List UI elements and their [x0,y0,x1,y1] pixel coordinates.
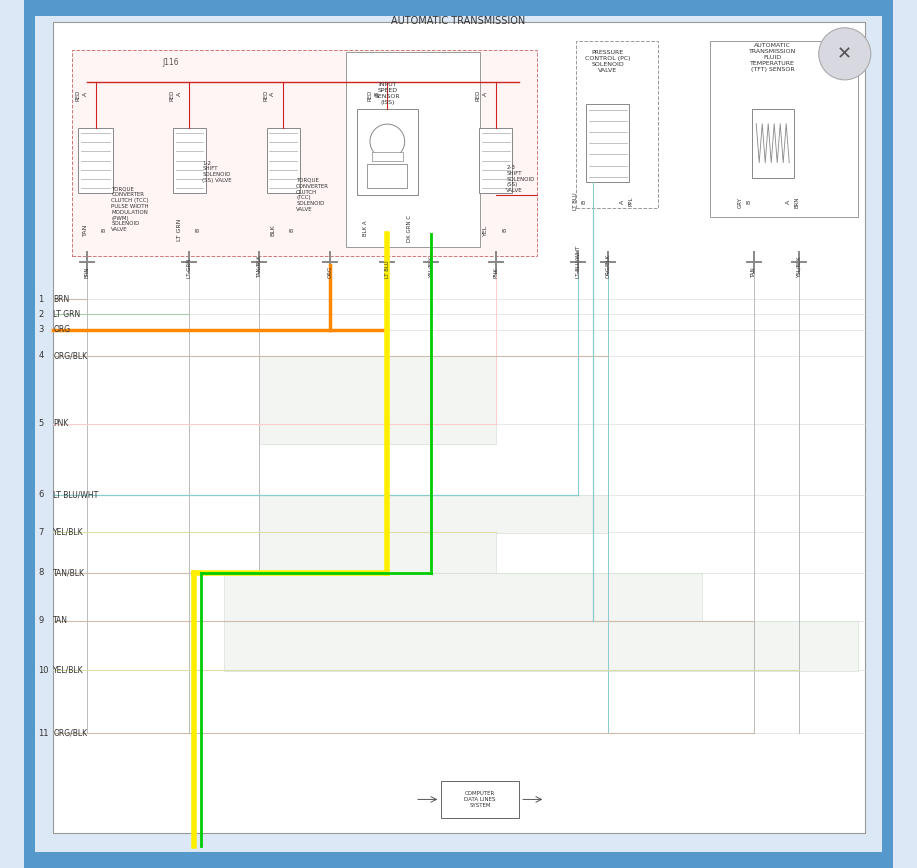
Text: INPUT
SPEED
SENSOR
(ISS): INPUT SPEED SENSOR (ISS) [374,82,400,105]
Bar [25,852,892,868]
Text: 10: 10 [39,666,49,674]
Text: YEL/BLK: YEL/BLK [428,256,433,278]
Bar [368,164,407,188]
Text: YEL/BLK: YEL/BLK [53,528,83,536]
Bar [72,50,536,256]
Text: COMPUTER
DATA LINES
SYSTEM: COMPUTER DATA LINES SYSTEM [464,791,496,808]
Text: TORQUE
CONVERTER
CLUTCH
(TCC)
SOLENOID
VALVE: TORQUE CONVERTER CLUTCH (TCC) SOLENOID V… [296,178,329,212]
Bar [576,41,658,208]
Text: B: B [582,200,587,203]
Bar [346,52,481,247]
Text: ORG/BLK: ORG/BLK [605,253,611,278]
Text: GRY: GRY [738,197,743,207]
Text: YEL/BLK: YEL/BLK [53,666,83,674]
Text: RED: RED [368,89,372,102]
Text: J116: J116 [162,58,179,67]
Bar [371,152,403,161]
Bar [173,128,206,194]
Text: 9: 9 [39,616,44,625]
Text: 6: 6 [39,490,44,499]
Text: LT BLU/WHT: LT BLU/WHT [53,490,98,499]
Bar [224,573,702,621]
Bar [224,621,857,671]
Text: B: B [290,228,294,232]
Text: BRN: BRN [84,266,90,278]
Bar [259,356,496,444]
Text: 2-3
SHIFT
SOLENOID
(SS)
VALVE: 2-3 SHIFT SOLENOID (SS) VALVE [506,165,535,193]
Bar [25,0,892,16]
Text: ORG/BLK: ORG/BLK [53,352,87,360]
Text: DK GRN C: DK GRN C [406,214,412,242]
Text: BLK: BLK [271,224,275,236]
Bar [882,0,892,868]
Text: 8: 8 [39,569,44,577]
Text: LT GRN: LT GRN [53,310,81,319]
Text: RED: RED [263,89,269,102]
Circle shape [819,28,871,80]
Text: ORG/BLK: ORG/BLK [53,729,87,738]
Text: A: A [271,92,275,95]
Bar [441,781,519,818]
Text: PPL: PPL [629,197,634,206]
Text: 1: 1 [39,295,44,304]
Text: 2: 2 [39,310,44,319]
Text: ORG: ORG [327,266,333,278]
Text: BRN: BRN [53,295,70,304]
Text: LT BLU/WHT: LT BLU/WHT [576,246,580,278]
Text: B: B [195,228,201,232]
Text: A: A [620,200,625,203]
Text: RED: RED [476,89,481,102]
Bar [357,108,418,195]
Text: 5: 5 [39,419,44,428]
Text: B: B [502,228,507,232]
Bar [752,108,793,178]
Text: TAN: TAN [751,267,757,278]
Text: RED: RED [170,89,174,102]
Text: 7: 7 [39,528,44,536]
Bar [711,41,857,217]
Text: B: B [374,92,380,95]
Text: YEL: YEL [483,225,488,235]
Text: LT BLU: LT BLU [385,260,390,278]
Text: AUTOMATIC
TRANSMISSION
FLUID
TEMPERATURE
(TFT) SENSOR: AUTOMATIC TRANSMISSION FLUID TEMPERATURE… [749,43,796,71]
Text: PNK: PNK [493,266,498,278]
Text: 1-2
SHIFT
SOLENOID
(SS) VALVE: 1-2 SHIFT SOLENOID (SS) VALVE [203,161,232,183]
Bar [25,0,35,868]
Bar [586,104,629,182]
Bar [259,495,608,533]
Text: 11: 11 [39,729,49,738]
Text: AUTOMATIC TRANSMISSION: AUTOMATIC TRANSMISSION [392,16,525,26]
Text: LT GRN: LT GRN [187,259,192,278]
Text: B: B [746,201,752,204]
Text: A: A [176,92,182,95]
Bar [259,532,496,573]
Text: TAN: TAN [53,616,68,625]
Bar [78,128,113,194]
Text: LT BLU: LT BLU [573,193,579,210]
Text: PRESSURE
CONTROL (PC)
SOLENOID
VALVE: PRESSURE CONTROL (PC) SOLENOID VALVE [585,50,631,73]
Text: B: B [102,228,107,232]
Text: ORG: ORG [53,326,71,334]
Bar [480,128,513,194]
Text: A: A [83,92,88,95]
Text: TAN: TAN [83,224,88,236]
Text: 3: 3 [39,326,44,334]
Text: A: A [483,92,488,95]
Text: TAN/BLK: TAN/BLK [53,569,85,577]
Text: LT GRN: LT GRN [176,219,182,241]
Text: RED: RED [76,89,81,102]
Text: ✕: ✕ [837,45,852,62]
Text: YEL/BLK: YEL/BLK [796,256,801,278]
Text: TAN/BLK: TAN/BLK [257,255,261,278]
Bar [267,128,300,194]
Text: TORQUE
CONVERTER
CLUTCH (TCC)
PULSE WIDTH
MODULATION
(PWM)
SOLENOID
VALVE: TORQUE CONVERTER CLUTCH (TCC) PULSE WIDT… [111,187,149,233]
Text: A: A [786,201,790,204]
Text: BLK A: BLK A [363,220,368,236]
Text: BRN: BRN [794,196,800,208]
Text: PNK: PNK [53,419,69,428]
Text: 4: 4 [39,352,44,360]
